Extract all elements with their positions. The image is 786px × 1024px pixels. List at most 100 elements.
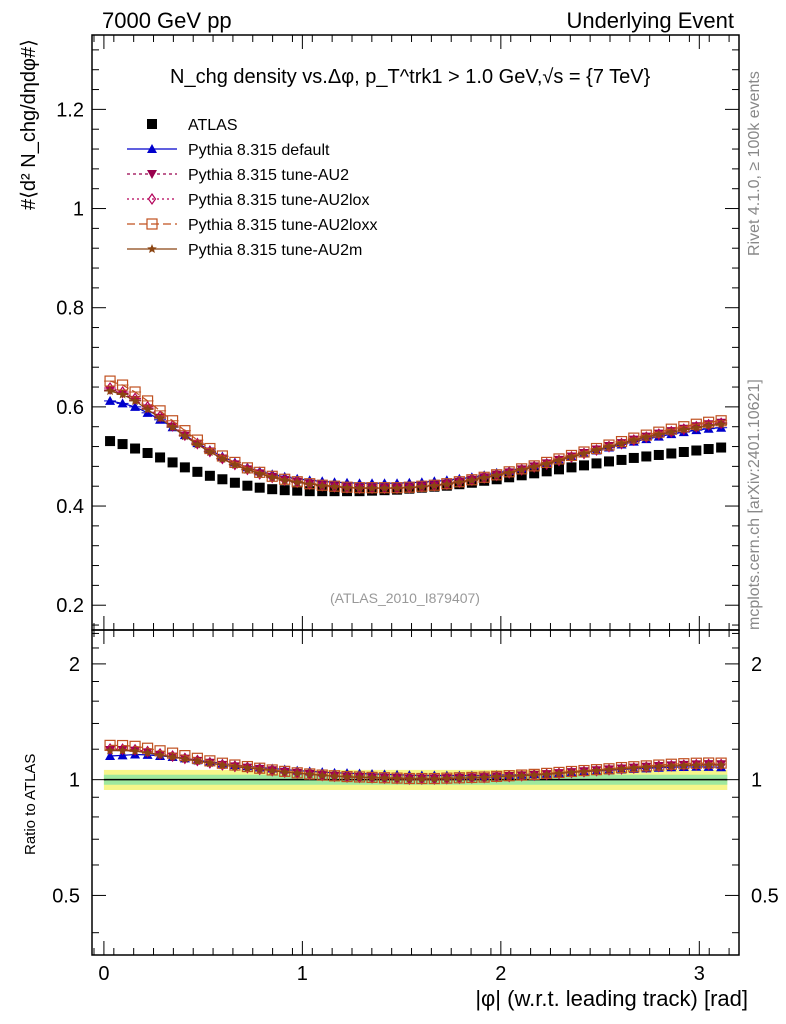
data-point-au2m: [167, 422, 178, 432]
data-point-au2m: [516, 464, 527, 474]
ratio-point-au2m: [354, 772, 365, 782]
rivet-label: Rivet 4.1.0, ≥ 100k events: [746, 71, 763, 256]
data-point-au2m: [442, 479, 452, 489]
ratio-point-au2m: [504, 771, 514, 781]
ratio-tick-label: 0.5: [52, 885, 80, 907]
data-point-atlas: [167, 457, 178, 468]
data-point-au2m: [529, 461, 539, 471]
header-left: 7000 GeV pp: [102, 8, 232, 33]
data-point-atlas: [578, 460, 589, 471]
data-point-au2lox: [155, 410, 165, 423]
data-point-au2m: [379, 483, 390, 493]
data-point-au2m: [367, 483, 377, 493]
legend-marker-atlas: [147, 119, 157, 129]
data-point-atlas: [142, 447, 153, 458]
ratio-point-au2lox: [716, 758, 726, 771]
data-point-atlas: [653, 449, 664, 460]
ratio-point-au2m: [317, 770, 327, 780]
ratio-point-au2m: [529, 770, 539, 780]
axes: 0.2 0.4 0.6 0.8 1 1.2 0.5 0.5 1 1 2 2 0 1 2 3: [52, 35, 779, 985]
ratio-point-au2m: [629, 763, 639, 772]
data-point-au2m: [142, 404, 153, 414]
data-point-au2m: [280, 475, 290, 485]
data-point-atlas: [192, 466, 203, 477]
ratio-point-au2m: [404, 773, 415, 783]
ratio-series: [104, 739, 727, 785]
data-point-atlas: [553, 464, 564, 475]
data-point-au2m: [342, 482, 352, 492]
main-series: [104, 375, 728, 497]
data-point-atlas: [279, 485, 290, 496]
legend-marker-au2m: [147, 244, 157, 253]
ratio-tick-label-right: 1: [751, 770, 762, 792]
data-point-au2m: [566, 452, 577, 461]
data-point-au2m: [467, 475, 477, 485]
x-tick-label: 2: [495, 963, 506, 985]
data-point-au2m: [703, 420, 714, 430]
ratio-point-au2m: [342, 772, 352, 781]
x-axis-label: |φ| (w.r.t. leading track) [rad]: [475, 986, 748, 1011]
data-point-atlas: [566, 462, 577, 473]
ratio-point-au2m: [305, 769, 315, 779]
ratio-point-au2loxx: [703, 757, 715, 769]
data-point-au2m: [579, 448, 589, 458]
ratio-point-au2m: [230, 761, 240, 771]
data-point-atlas: [254, 482, 265, 493]
data-point-atlas: [691, 445, 702, 456]
legend-marker-default: [147, 144, 157, 153]
data-point-atlas: [179, 462, 190, 473]
legend: ATLAS Pythia 8.315 default Pythia 8.315 tu…: [127, 117, 377, 259]
ratio-point-au2lox: [130, 743, 140, 756]
y-tick-label: 0.2: [56, 595, 84, 617]
data-point-atlas: [628, 452, 639, 463]
main-y-axis-label: #⟨d² N_chg/dηdφ#⟩: [18, 39, 40, 210]
ratio-point-au2m: [616, 763, 627, 773]
data-point-atlas: [541, 466, 552, 477]
ratio-tick-label-right: 2: [751, 654, 762, 676]
ratio-point-au2lox: [143, 745, 152, 758]
ratio-point-au2loxx: [690, 757, 702, 769]
plot-title: N_chg density vs.Δφ, p_T^trk1 > 1.0 GeV,…: [170, 66, 651, 88]
data-point-atlas: [604, 456, 615, 467]
ratio-point-au2m: [516, 770, 527, 780]
ratio-point-au2m: [292, 768, 302, 778]
data-point-au2m: [554, 455, 564, 465]
data-point-au2m: [354, 483, 365, 493]
data-point-au2m: [691, 422, 702, 432]
ratio-tick-label: 2: [69, 654, 80, 676]
data-point-atlas: [130, 443, 141, 454]
analysis-reference: (ATLAS_2010_I879407): [330, 590, 480, 606]
data-point-au2m: [679, 424, 689, 434]
legend-label-au2m: Pythia 8.315 tune-AU2m: [188, 242, 362, 259]
ratio-point-au2loxx: [715, 757, 727, 769]
ratio-point-au2m: [205, 758, 215, 768]
x-tick-label: 0: [98, 963, 109, 985]
legend-marker-au2: [147, 170, 157, 179]
ratio-point-au2m: [254, 764, 265, 774]
x-tick-label: 1: [297, 963, 308, 985]
data-point-au2m: [180, 431, 190, 441]
ratio-point-au2m: [666, 761, 677, 771]
ratio-point-au2m: [641, 762, 652, 772]
ratio-point-au2m: [716, 760, 726, 770]
ratio-point-au2m: [392, 773, 402, 783]
data-point-atlas: [304, 486, 315, 497]
ratio-point-au2m: [417, 773, 427, 783]
data-point-atlas: [716, 442, 727, 453]
ratio-point-au2m: [442, 773, 452, 783]
data-point-atlas: [242, 480, 253, 491]
ratio-point-au2m: [280, 767, 290, 777]
data-point-au2loxx: [640, 429, 652, 441]
ratio-point-default: [105, 750, 116, 760]
ratio-point-au2m: [679, 760, 689, 770]
ratio-point-au2lox: [155, 747, 165, 760]
ratio-point-au2m: [367, 772, 377, 782]
legend-label-atlas: ATLAS: [188, 117, 238, 134]
ratio-point-au2m: [379, 773, 390, 783]
x-tick-label: 3: [694, 963, 705, 985]
ratio-point-au2m: [267, 765, 277, 775]
y-tick-label: 0.4: [56, 496, 84, 518]
data-point-au2m: [504, 467, 514, 477]
data-point-atlas: [292, 485, 303, 496]
